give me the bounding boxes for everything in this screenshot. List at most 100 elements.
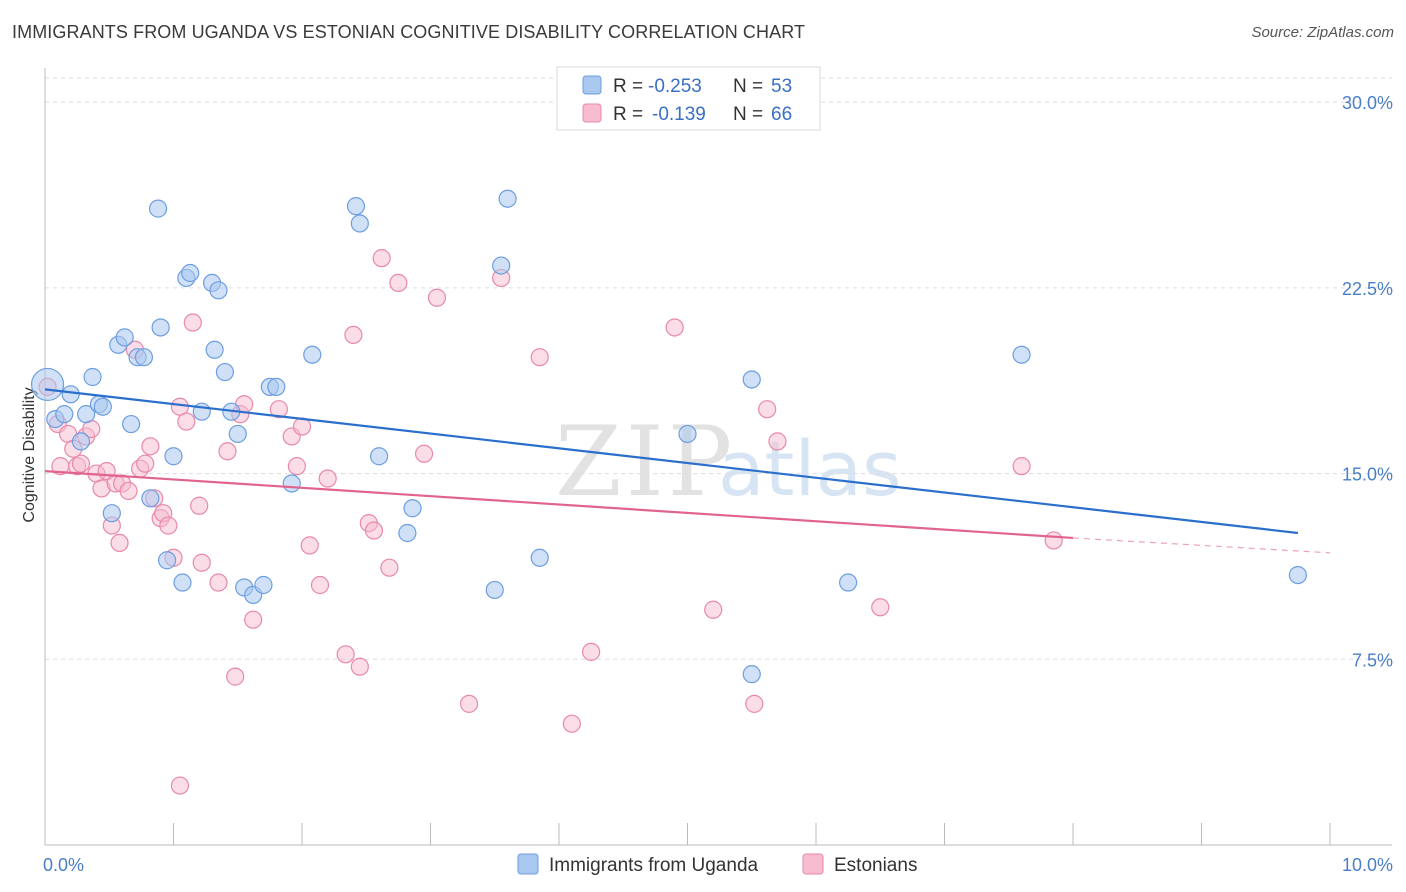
estonian-point <box>582 642 601 661</box>
estonian-point <box>119 481 138 501</box>
estonian-point <box>300 536 319 555</box>
legend-n-value-estonian: 66 <box>771 104 792 125</box>
uganda-point <box>742 370 761 389</box>
uganda-point <box>121 414 141 434</box>
uganda-points <box>30 189 1307 684</box>
estonian-point <box>745 694 764 713</box>
estonian-points <box>38 249 1063 795</box>
estonian-point <box>344 325 363 345</box>
estonian-point <box>427 288 447 307</box>
estonian-point <box>269 400 288 419</box>
estonian-point <box>336 645 355 664</box>
uganda-point <box>173 573 192 592</box>
estonian-point <box>318 469 337 488</box>
uganda-trend-line <box>44 388 1299 535</box>
uganda-point <box>530 548 549 567</box>
legend-n-label-estonian: N = <box>733 104 763 125</box>
uganda-point <box>181 263 200 283</box>
tick-labels: 7.5% 15.0% 22.5% 30.0% 0.0% 10.0% <box>43 93 1393 875</box>
estonian-point <box>758 400 777 419</box>
bottom-legend-swatch-uganda <box>517 853 539 875</box>
y-tick-label: 30.0% <box>1342 93 1393 113</box>
estonian-point <box>310 575 330 595</box>
uganda-point <box>55 405 74 424</box>
uganda-point <box>228 424 247 444</box>
estonian-point <box>389 273 408 293</box>
x-tick-label: 10.0% <box>1342 855 1393 875</box>
estonian-trend-line <box>44 469 1074 540</box>
uganda-point <box>839 573 858 592</box>
uganda-point <box>30 367 65 402</box>
uganda-point <box>83 367 102 387</box>
uganda-point <box>350 214 369 233</box>
estonian-point <box>871 598 890 617</box>
legend-r-label-uganda: R = <box>613 76 643 97</box>
estonian-point <box>1044 531 1063 550</box>
uganda-point <box>498 189 517 208</box>
estonian-point <box>136 454 155 473</box>
source-label: Source: ZipAtlas.com <box>1251 24 1394 41</box>
estonian-point <box>704 600 723 619</box>
estonian-point <box>183 313 202 332</box>
chart-title: IMMIGRANTS FROM UGANDA VS ESTONIAN COGNI… <box>12 22 806 42</box>
legend-swatch-estonian <box>582 103 602 123</box>
uganda-point <box>370 447 389 466</box>
uganda-point <box>1012 345 1031 364</box>
uganda-point <box>403 499 422 518</box>
estonian-point <box>159 516 178 535</box>
estonian-point <box>350 657 369 676</box>
estonian-point <box>244 610 263 629</box>
uganda-point <box>148 199 168 218</box>
uganda-point <box>71 432 91 451</box>
estonian-point <box>170 776 190 795</box>
estonian-point <box>110 533 129 553</box>
y-tick-label: 15.0% <box>1342 465 1393 485</box>
uganda-point <box>141 489 160 508</box>
trend-lines <box>44 388 1331 554</box>
uganda-point <box>398 523 417 543</box>
estonian-point <box>192 553 211 572</box>
uganda-point <box>492 256 511 275</box>
bottom-legend-label-uganda: Immigrants from Uganda <box>549 855 759 876</box>
estonian-point <box>141 437 160 456</box>
axes <box>44 68 1392 846</box>
x-tick-label: 0.0% <box>43 855 84 875</box>
uganda-point <box>205 340 224 359</box>
y-tick-label: 22.5% <box>1342 279 1393 299</box>
legend-r-value-uganda: -0.253 <box>648 76 702 97</box>
uganda-point <box>102 504 121 523</box>
uganda-point <box>134 348 154 367</box>
uganda-point <box>267 377 286 397</box>
y-tick-label: 7.5% <box>1352 650 1393 670</box>
uganda-point <box>151 318 170 337</box>
estonian-point <box>372 249 391 268</box>
legend-r-label-estonian: R = <box>613 104 643 125</box>
uganda-point <box>346 197 366 216</box>
uganda-point <box>678 424 697 444</box>
estonian-point <box>177 412 196 431</box>
uganda-point <box>61 385 80 404</box>
estonian-point <box>71 454 91 473</box>
estonian-point <box>1012 457 1031 476</box>
estonian-point <box>380 558 399 577</box>
uganda-point <box>164 447 183 466</box>
uganda-point <box>115 328 134 347</box>
estonian-point <box>190 496 209 515</box>
legend-r-value-estonian: -0.139 <box>652 104 706 125</box>
uganda-point <box>93 397 112 416</box>
legend-n-label-uganda: N = <box>733 76 763 97</box>
estonian-point <box>414 444 434 463</box>
bottom-legend-swatch-estonian <box>802 853 824 875</box>
uganda-point <box>77 405 96 424</box>
estonian-point <box>562 714 581 733</box>
legend-swatch-uganda <box>582 75 602 95</box>
estonian-point <box>364 521 384 540</box>
y-axis-label: Cognitive Disability <box>21 387 38 522</box>
estonian-trend-extension <box>1072 537 1331 554</box>
uganda-point <box>485 580 504 600</box>
uganda-point <box>215 362 234 382</box>
uganda-point <box>209 281 228 300</box>
uganda-point <box>1288 565 1307 585</box>
estonian-point <box>665 318 684 337</box>
